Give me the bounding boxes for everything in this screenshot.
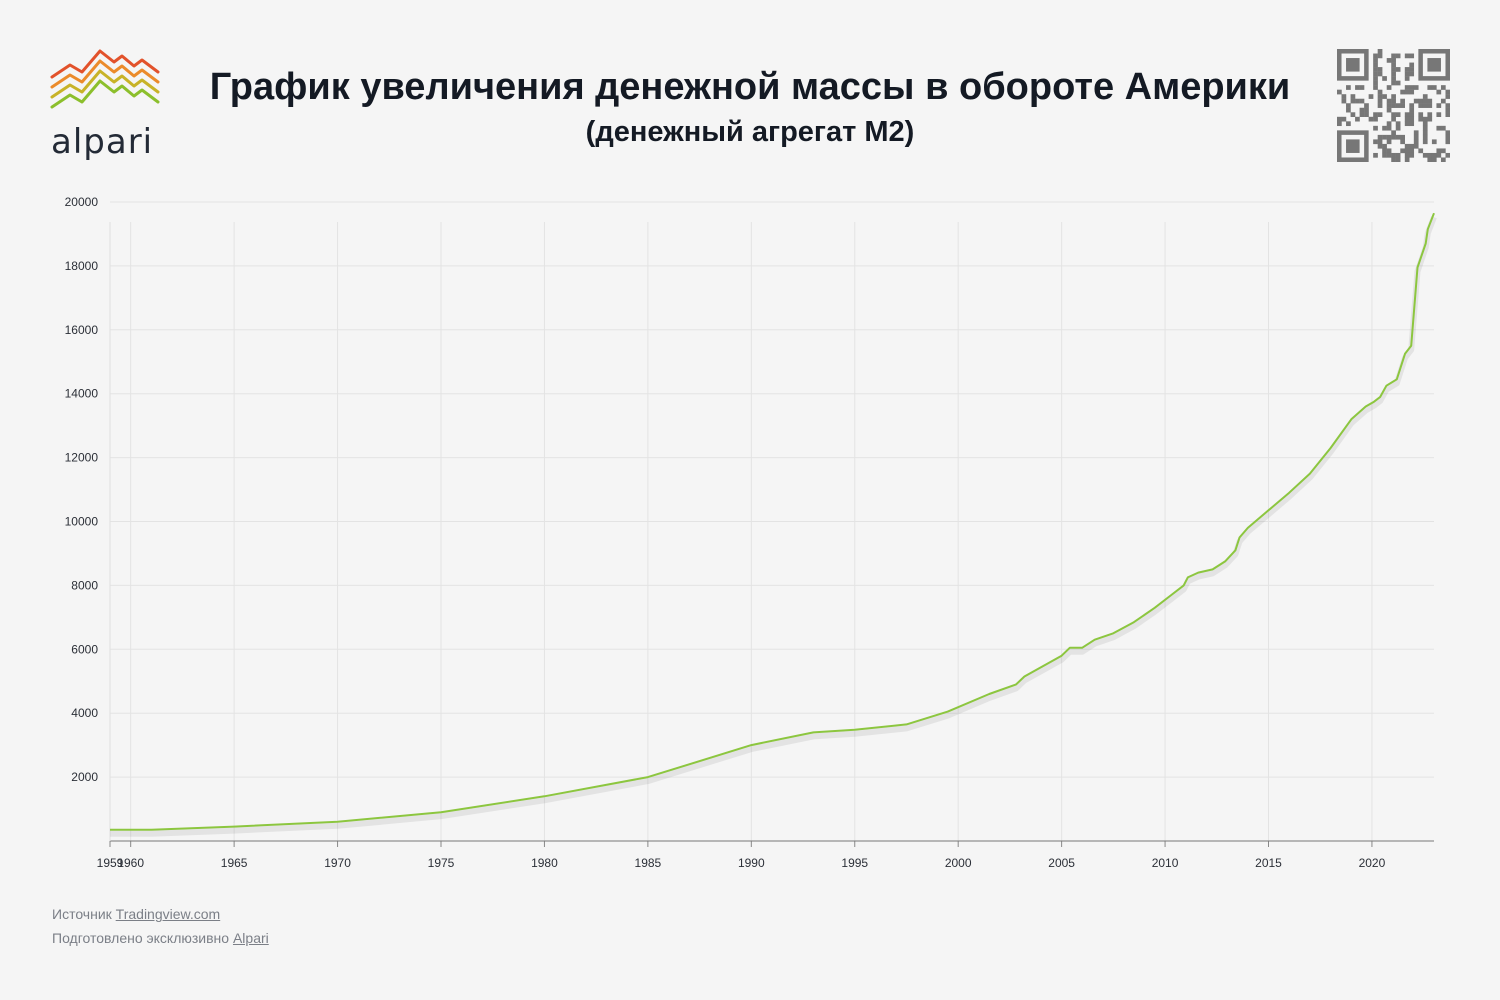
x-tick-label: 2005	[1048, 856, 1075, 870]
x-tick-label: 1995	[841, 856, 868, 870]
x-tick-label: 2020	[1359, 856, 1386, 870]
qr-code-icon	[1337, 49, 1450, 162]
series-shadow	[110, 216, 1437, 837]
y-tick-label: 12000	[65, 451, 99, 465]
chart-series	[110, 212, 1437, 837]
y-tick-label: 4000	[71, 706, 98, 720]
y-tick-label: 6000	[71, 642, 98, 656]
x-tick-label: 1985	[635, 856, 662, 870]
x-tick-label: 1965	[221, 856, 248, 870]
x-tick-label: 2000	[945, 856, 972, 870]
chart-tick-labels: 2000 4000 6000 8000 10000 12000 14000 16000 1800…	[65, 195, 1386, 870]
x-tick-label: 1960	[117, 856, 144, 870]
prepared-prefix: Подготовлено эксклюзивно	[52, 930, 230, 946]
footer-source: Источник Tradingview.com	[52, 906, 220, 922]
chart-grid	[110, 201, 1434, 841]
x-tick-label: 1970	[324, 856, 351, 870]
y-tick-label: 18000	[65, 259, 99, 273]
y-tick-label: 10000	[65, 515, 99, 529]
chart-axes	[109, 222, 1434, 847]
source-link[interactable]: Tradingview.com	[115, 906, 221, 922]
x-tick-label: 1975	[428, 856, 455, 870]
page-title: График увеличения денежной массы в оборо…	[209, 66, 1291, 108]
m2-series-line	[110, 212, 1435, 831]
alpari-logo-icon	[50, 49, 160, 109]
y-tick-label: 16000	[65, 323, 99, 337]
x-tick-label: 2010	[1152, 856, 1179, 870]
x-tick-label: 1990	[738, 856, 765, 870]
source-prefix: Источник	[52, 906, 112, 922]
x-tick-label: 1959	[97, 856, 124, 870]
y-tick-label: 2000	[71, 770, 98, 784]
y-tick-label: 14000	[65, 387, 99, 401]
y-tick-label: 8000	[71, 578, 98, 592]
footer-prepared: Подготовлено эксклюзивно Alpari	[52, 930, 269, 946]
prepared-link[interactable]: Alpari	[232, 930, 269, 946]
x-tick-label: 1980	[531, 856, 558, 870]
logo-text: alpari	[51, 122, 154, 162]
x-tick-label: 2015	[1255, 856, 1282, 870]
page-subtitle: (денежный агрегат M2)	[585, 116, 915, 148]
y-tick-label: 20000	[65, 195, 99, 209]
